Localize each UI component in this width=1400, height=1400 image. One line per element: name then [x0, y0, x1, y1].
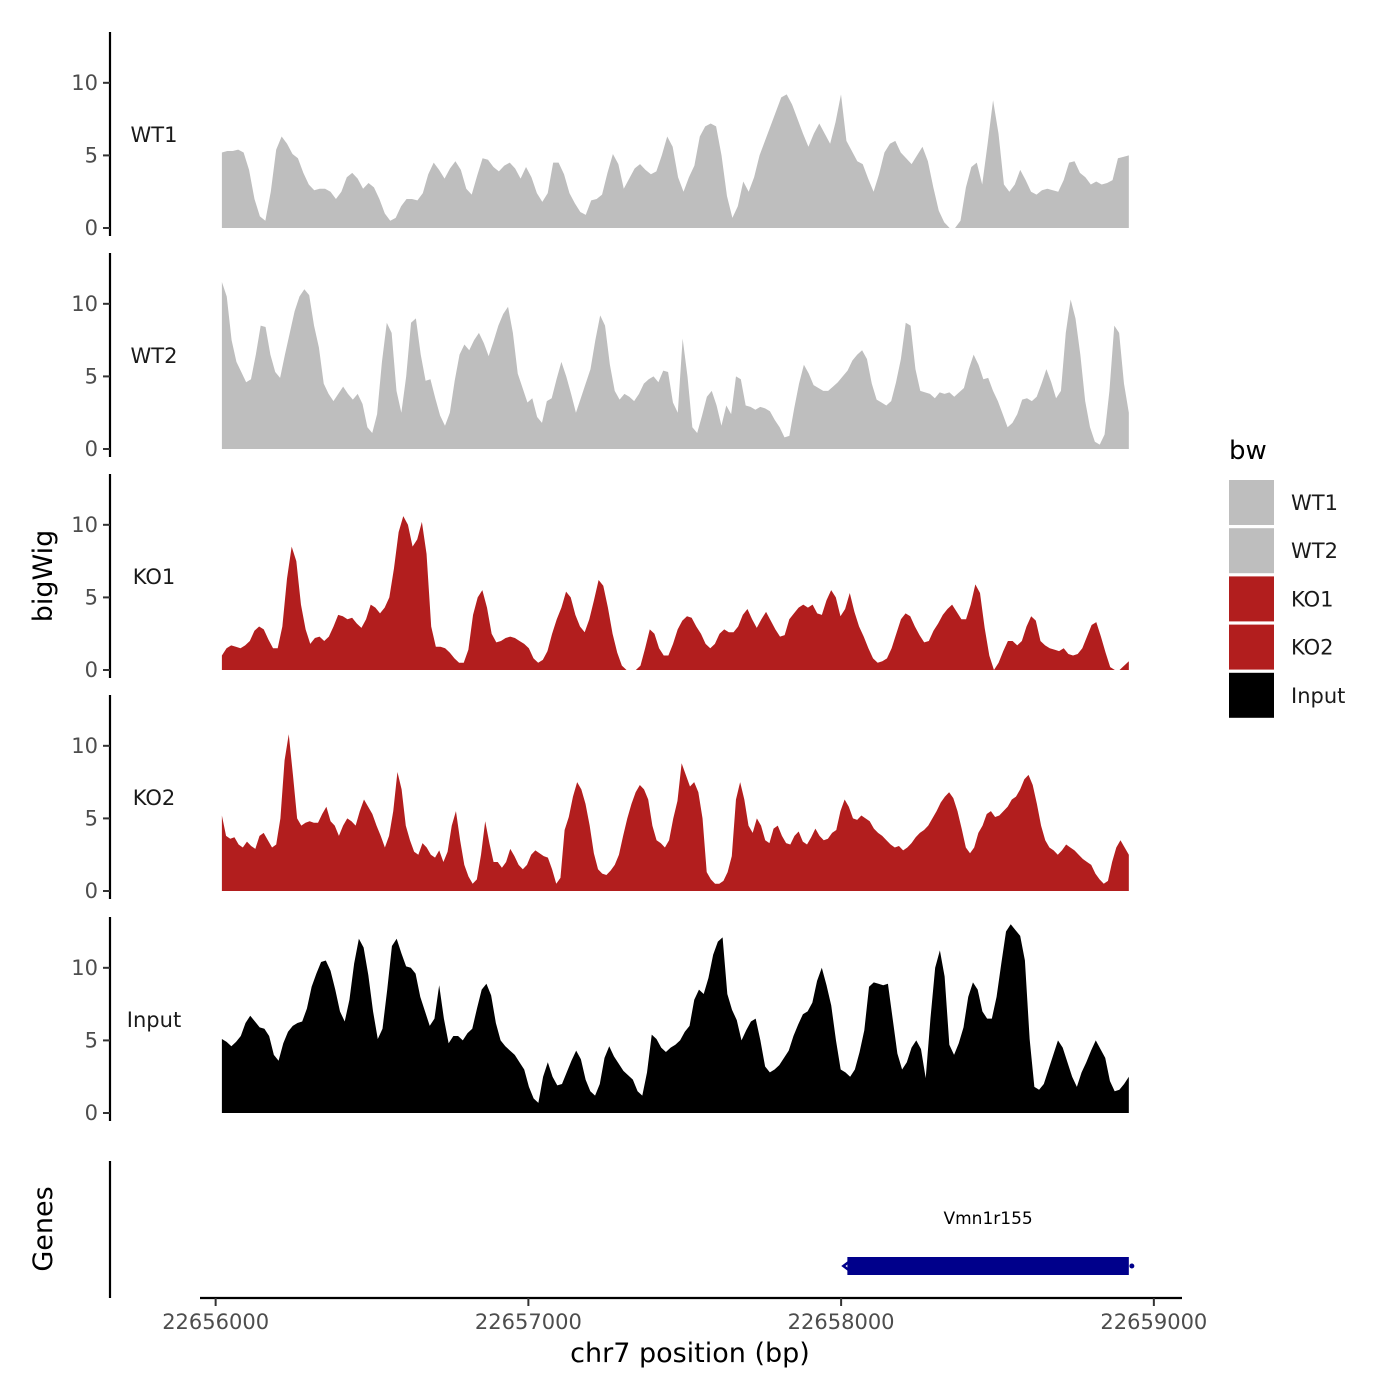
y-tick-label: 0: [85, 437, 98, 461]
x-axis-title: chr7 position (bp): [570, 1338, 810, 1369]
y-tick-label: 10: [71, 734, 98, 758]
gene-body-vmn1r155: [847, 1257, 1129, 1275]
legend-label-wt2: WT2: [1291, 539, 1338, 563]
coverage-area-ko1: [221, 516, 1129, 670]
legend-swatch-wt2: [1229, 528, 1274, 574]
bigwig-tracks: 0 5 10 WT1 0 5 10 WT2 0 5 10 KO1 0 5 10 KO2 0 5 10 Input: [71, 32, 1129, 1125]
y-axis-title: bigWig: [28, 530, 59, 623]
legend-label-input: Input: [1291, 684, 1345, 708]
track-label-wt1: WT1: [131, 123, 178, 147]
y-tick-label: 10: [71, 292, 98, 316]
gene-end-marker: [1129, 1263, 1135, 1269]
legend-swatch-ko2: [1229, 624, 1274, 670]
x-tick-label: 22658000: [788, 1310, 895, 1334]
track-label-wt2: WT2: [131, 344, 178, 368]
y-tick-label: 0: [85, 658, 98, 682]
legend-swatch-wt1: [1229, 480, 1274, 525]
y-tick-label: 0: [85, 216, 98, 240]
legend-label-ko2: KO2: [1291, 636, 1334, 660]
x-tick-label: 22657000: [475, 1310, 582, 1334]
x-tick-label: 22656000: [162, 1310, 269, 1334]
legend-title: bw: [1229, 436, 1267, 466]
y-tick-label: 5: [85, 364, 98, 388]
legend-label-wt1: WT1: [1291, 491, 1338, 515]
coverage-area-wt2: [221, 282, 1129, 449]
track-ko1: 0 5 10 KO1: [71, 474, 1129, 682]
genes-axis-title: Genes: [28, 1186, 59, 1271]
track-label-ko2: KO2: [133, 786, 176, 810]
genes-panel: Vmn1r155: [108, 1161, 1135, 1298]
y-tick-label: 5: [85, 585, 98, 609]
gene-label: Vmn1r155: [943, 1209, 1032, 1229]
y-tick-label: 10: [71, 71, 98, 95]
y-tick-label: 0: [85, 1101, 98, 1125]
y-tick-label: 5: [85, 143, 98, 167]
legend-label-ko1: KO1: [1291, 587, 1334, 611]
track-label-input: Input: [127, 1008, 181, 1032]
track-wt2: 0 5 10 WT2: [71, 253, 1129, 461]
gene-strand-arrow: [841, 1259, 853, 1273]
coverage-area-wt1: [221, 94, 1129, 229]
track-input: 0 5 10 Input: [71, 917, 1129, 1125]
legend-swatch-ko1: [1229, 576, 1274, 622]
track-wt1: 0 5 10 WT1: [71, 32, 1129, 240]
y-tick-label: 10: [71, 956, 98, 980]
coverage-area-input: [221, 924, 1129, 1113]
legend: bw WT1 WT2 KO1 KO2 Input: [1229, 436, 1345, 718]
y-tick-label: 10: [71, 513, 98, 537]
x-axis: 22656000 22657000 22658000 22659000: [162, 1296, 1207, 1334]
track-label-ko1: KO1: [133, 565, 176, 589]
legend-swatch-input: [1229, 672, 1274, 718]
coverage-area-ko2: [221, 734, 1129, 891]
y-tick-label: 5: [85, 1028, 98, 1052]
y-tick-label: 0: [85, 879, 98, 903]
y-tick-label: 5: [85, 806, 98, 830]
x-tick-label: 22659000: [1100, 1310, 1207, 1334]
track-ko2: 0 5 10 KO2: [71, 695, 1129, 903]
